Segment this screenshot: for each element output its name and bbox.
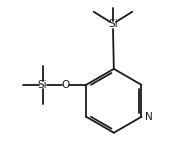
Text: N: N [144, 112, 152, 122]
Text: Si: Si [108, 19, 118, 29]
Text: O: O [61, 80, 69, 90]
Text: Si: Si [38, 80, 47, 90]
